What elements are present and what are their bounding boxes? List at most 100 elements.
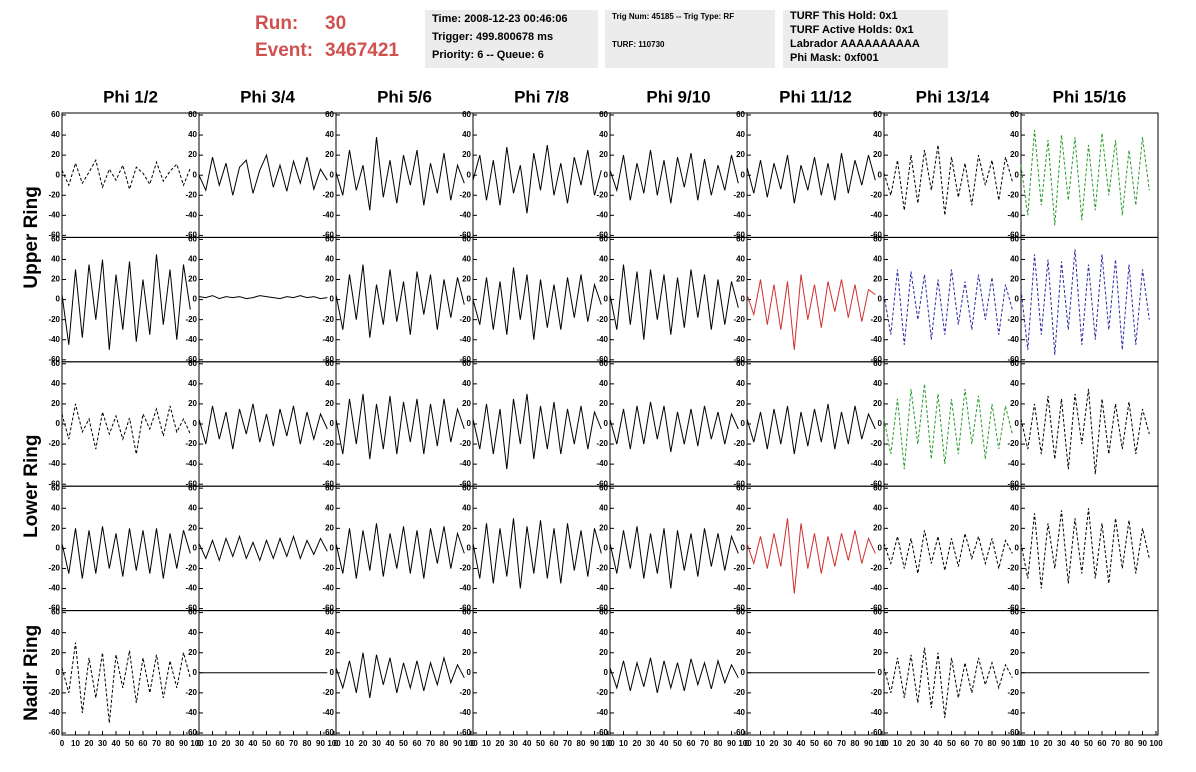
y-tick-label: -40: [596, 335, 608, 344]
y-tick-label: 60: [736, 110, 745, 119]
y-tick-label: 0: [1015, 170, 1020, 179]
y-tick-label: 40: [325, 503, 334, 512]
y-tick-label: -60: [48, 355, 60, 364]
y-tick-label: 0: [56, 544, 61, 553]
y-tick-label: -60: [185, 231, 197, 240]
y-tick-label: -40: [48, 210, 60, 219]
y-tick-label: 0: [604, 419, 609, 428]
y-tick-label: 60: [325, 110, 334, 119]
y-tick-label: 0: [56, 170, 61, 179]
y-tick-label: -40: [459, 210, 471, 219]
waveform: [883, 647, 1013, 719]
info-box: [425, 10, 598, 68]
y-tick-label: 0: [193, 419, 198, 428]
y-tick-label: -40: [322, 210, 334, 219]
y-tick-label: 0: [193, 295, 198, 304]
y-tick-label: 20: [736, 523, 745, 532]
y-tick-label: 60: [462, 608, 471, 617]
x-tick-label: 10: [756, 739, 765, 748]
x-tick-label: 100: [1012, 739, 1026, 748]
x-tick-label: 60: [1098, 739, 1107, 748]
waveform: [61, 158, 191, 191]
y-tick-label: 0: [878, 295, 883, 304]
x-tick-label: 100: [327, 739, 341, 748]
x-tick-label: 60: [824, 739, 833, 748]
y-tick-label: -60: [322, 479, 334, 488]
y-tick-label: 60: [1010, 608, 1019, 617]
y-tick-label: 20: [599, 150, 608, 159]
y-tick-label: 0: [604, 668, 609, 677]
y-tick-label: -40: [596, 459, 608, 468]
y-tick-label: -20: [596, 315, 608, 324]
y-tick-label: 40: [873, 628, 882, 637]
y-tick-label: 60: [599, 359, 608, 368]
y-tick-label: -40: [1007, 210, 1019, 219]
y-tick-label: 20: [325, 399, 334, 408]
x-tick-label: 40: [523, 739, 532, 748]
y-tick-label: -20: [870, 315, 882, 324]
y-tick-label: 60: [873, 608, 882, 617]
y-tick-label: -20: [870, 564, 882, 573]
y-tick-label: 20: [1010, 523, 1019, 532]
y-tick-label: 20: [736, 275, 745, 284]
y-tick-label: 60: [1010, 110, 1019, 119]
y-tick-label: -40: [870, 708, 882, 717]
waveform: [472, 267, 602, 340]
y-tick-label: -60: [459, 231, 471, 240]
y-tick-label: -40: [733, 210, 745, 219]
y-tick-label: -60: [185, 604, 197, 613]
waveform: [609, 401, 739, 453]
waveform: [61, 403, 191, 455]
waveform: [883, 145, 1013, 216]
y-tick-label: -40: [322, 459, 334, 468]
y-tick-label: 60: [325, 483, 334, 492]
x-tick-label: 60: [961, 739, 970, 748]
y-tick-label: 20: [188, 150, 197, 159]
y-tick-label: 20: [462, 523, 471, 532]
y-tick-label: -20: [185, 315, 197, 324]
x-tick-label: 80: [988, 739, 997, 748]
y-tick-label: -60: [733, 479, 745, 488]
panel-frame: [335, 112, 474, 238]
y-tick-label: -60: [733, 231, 745, 240]
y-tick-label: -20: [733, 315, 745, 324]
y-tick-label: 40: [51, 628, 60, 637]
y-tick-label: 0: [1015, 668, 1020, 677]
x-tick-label: 30: [1057, 739, 1066, 748]
y-tick-label: -60: [596, 728, 608, 737]
y-tick-label: 20: [51, 648, 60, 657]
y-tick-label: 60: [51, 608, 60, 617]
x-tick-label: 30: [98, 739, 107, 748]
x-tick-label: 90: [590, 739, 599, 748]
x-tick-label: 60: [139, 739, 148, 748]
panel-frame: [335, 361, 474, 487]
x-tick-label: 20: [359, 739, 368, 748]
y-tick-label: 40: [188, 379, 197, 388]
waveform: [609, 264, 739, 340]
x-tick-label: 70: [700, 739, 709, 748]
y-tick-label: 40: [325, 628, 334, 637]
y-tick-label: 40: [599, 255, 608, 264]
x-tick-label: 50: [810, 739, 819, 748]
y-tick-label: 20: [188, 648, 197, 657]
x-tick-label: 0: [1019, 739, 1024, 748]
y-tick-label: -40: [870, 459, 882, 468]
x-tick-label: 50: [1084, 739, 1093, 748]
x-tick-label: 80: [714, 739, 723, 748]
y-tick-label: 0: [741, 544, 746, 553]
panel-frame: [61, 236, 200, 363]
y-tick-label: -40: [870, 584, 882, 593]
y-tick-label: 0: [1015, 295, 1020, 304]
y-tick-label: 40: [1010, 130, 1019, 139]
y-tick-label: 40: [599, 130, 608, 139]
y-tick-label: 60: [188, 608, 197, 617]
x-tick-label: 20: [770, 739, 779, 748]
y-tick-label: -40: [1007, 708, 1019, 717]
waveform: [198, 153, 328, 196]
y-tick-label: 60: [188, 235, 197, 244]
x-tick-label: 10: [619, 739, 628, 748]
y-tick-label: 40: [873, 130, 882, 139]
y-tick-label: -60: [48, 604, 60, 613]
